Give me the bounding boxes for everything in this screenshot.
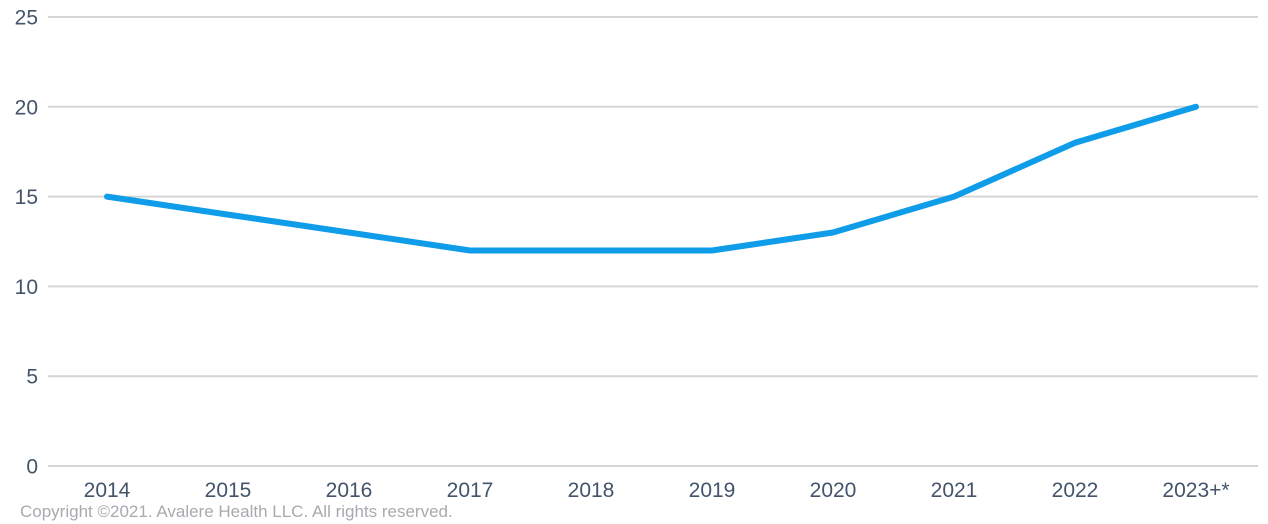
x-axis-tick-label: 2021	[931, 479, 978, 502]
y-axis-tick-label: 10	[15, 276, 38, 299]
x-axis-tick-label: 2015	[205, 479, 252, 502]
y-axis-tick-label: 15	[15, 186, 38, 209]
x-axis-tick-label: 2023+*	[1162, 479, 1229, 502]
x-axis-tick-label: 2018	[568, 479, 615, 502]
x-axis-tick-label: 2016	[326, 479, 373, 502]
y-axis-tick-label: 20	[15, 96, 38, 119]
y-axis-tick-label: 0	[26, 456, 38, 479]
x-axis-tick-label: 2014	[84, 479, 131, 502]
y-axis-tick-label: 5	[26, 366, 38, 389]
y-axis-tick-label: 25	[15, 7, 38, 30]
x-axis-tick-label: 2017	[447, 479, 494, 502]
x-axis-tick-label: 2020	[810, 479, 857, 502]
data-series-line	[104, 103, 1199, 254]
x-axis-tick-label: 2022	[1052, 479, 1099, 502]
x-axis-tick-label: 2019	[689, 479, 736, 502]
copyright-text: Copyright ©2021. Avalere Health LLC. All…	[20, 502, 453, 521]
